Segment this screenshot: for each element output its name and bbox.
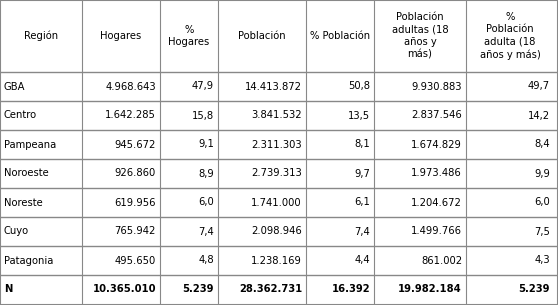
Text: 861.002: 861.002 [421, 256, 462, 265]
Text: 9,9: 9,9 [534, 168, 550, 178]
Text: 9.930.883: 9.930.883 [411, 81, 462, 92]
Text: 2.739.313: 2.739.313 [251, 168, 302, 178]
Text: 1.973.486: 1.973.486 [411, 168, 462, 178]
Text: 1.741.000: 1.741.000 [251, 198, 302, 207]
Text: Región: Región [24, 31, 58, 41]
Text: 6,0: 6,0 [198, 198, 214, 207]
Text: 14,2: 14,2 [528, 110, 550, 120]
Text: 2.098.946: 2.098.946 [251, 227, 302, 236]
Text: 50,8: 50,8 [348, 81, 370, 92]
Text: 4,4: 4,4 [354, 256, 370, 265]
Text: 1.499.766: 1.499.766 [411, 227, 462, 236]
Text: 14.413.872: 14.413.872 [245, 81, 302, 92]
Text: GBA: GBA [4, 81, 26, 92]
Text: 926.860: 926.860 [115, 168, 156, 178]
Text: 13,5: 13,5 [348, 110, 370, 120]
Text: 765.942: 765.942 [114, 227, 156, 236]
Text: 945.672: 945.672 [114, 139, 156, 149]
Text: Patagonia: Patagonia [4, 256, 54, 265]
Text: Noroeste: Noroeste [4, 168, 49, 178]
Text: 6,0: 6,0 [534, 198, 550, 207]
Text: 5.239: 5.239 [182, 285, 214, 295]
Text: 2.837.546: 2.837.546 [411, 110, 462, 120]
Text: %
Población
adulta (18
años y más): % Población adulta (18 años y más) [480, 12, 540, 60]
Text: 3.841.532: 3.841.532 [251, 110, 302, 120]
Text: Centro: Centro [4, 110, 37, 120]
Text: 7,4: 7,4 [354, 227, 370, 236]
Text: 619.956: 619.956 [114, 198, 156, 207]
Text: Cuyo: Cuyo [4, 227, 29, 236]
Text: 15,8: 15,8 [192, 110, 214, 120]
Text: 49,7: 49,7 [528, 81, 550, 92]
Text: 4.968.643: 4.968.643 [105, 81, 156, 92]
Text: 1.238.169: 1.238.169 [251, 256, 302, 265]
Text: 1.674.829: 1.674.829 [411, 139, 462, 149]
Text: 8,1: 8,1 [354, 139, 370, 149]
Text: Población
adultas (18
años y
más): Población adultas (18 años y más) [392, 13, 448, 59]
Text: 4,3: 4,3 [535, 256, 550, 265]
Text: 1.204.672: 1.204.672 [411, 198, 462, 207]
Text: 8,9: 8,9 [198, 168, 214, 178]
Text: 16.392: 16.392 [331, 285, 370, 295]
Text: 1.642.285: 1.642.285 [105, 110, 156, 120]
Text: 9,7: 9,7 [354, 168, 370, 178]
Text: 6,1: 6,1 [354, 198, 370, 207]
Text: 9,1: 9,1 [198, 139, 214, 149]
Text: 7,5: 7,5 [534, 227, 550, 236]
Text: Noreste: Noreste [4, 198, 43, 207]
Text: 19.982.184: 19.982.184 [398, 285, 462, 295]
Text: N: N [4, 285, 12, 295]
Text: 10.365.010: 10.365.010 [93, 285, 156, 295]
Text: 28.362.731: 28.362.731 [239, 285, 302, 295]
Text: Pampeana: Pampeana [4, 139, 56, 149]
Text: 5.239: 5.239 [518, 285, 550, 295]
Text: 7,4: 7,4 [198, 227, 214, 236]
Text: 4,8: 4,8 [199, 256, 214, 265]
Text: 2.311.303: 2.311.303 [251, 139, 302, 149]
Text: %
Hogares: % Hogares [169, 25, 210, 47]
Text: 495.650: 495.650 [115, 256, 156, 265]
Text: Hogares: Hogares [100, 31, 142, 41]
Text: % Población: % Población [310, 31, 370, 41]
Text: 47,9: 47,9 [192, 81, 214, 92]
Text: 8,4: 8,4 [535, 139, 550, 149]
Text: Población: Población [238, 31, 286, 41]
